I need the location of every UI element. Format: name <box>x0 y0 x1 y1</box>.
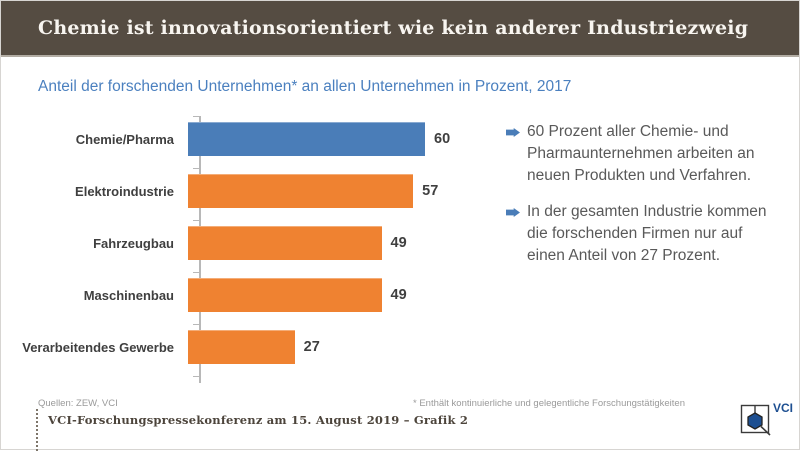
bar <box>188 122 425 156</box>
key-finding-text: In der gesamten Industrie kommen die for… <box>527 203 767 264</box>
vci-logo: VCI <box>739 401 797 441</box>
footer-caption: VCI-Forschungspressekonferenz am 15. Aug… <box>48 413 469 427</box>
chart-title: Anteil der forschenden Unternehmen* an a… <box>38 78 572 95</box>
vci-benzene-icon <box>740 404 771 436</box>
bar-row: Verarbeitendes Gewerbe 27 <box>1 321 506 373</box>
axis-tick <box>193 324 199 325</box>
bar-value-label: 49 <box>390 235 407 251</box>
axis-tick <box>193 272 199 273</box>
arrow-bullet-icon <box>506 208 520 217</box>
bar-row: Chemie/Pharma 60 <box>1 113 506 165</box>
axis-tick <box>193 220 199 221</box>
axis-tick <box>193 116 199 117</box>
asterisk-footnote: * Enthält kontinuierliche und gelegentli… <box>413 398 685 409</box>
category-label: Maschinenbau <box>83 287 174 303</box>
bar-track: 49 <box>187 226 506 260</box>
key-finding-item: 60 Prozent aller Chemie- und Pharmaunter… <box>506 121 784 187</box>
footer-divider <box>36 409 38 451</box>
bar-value-label: 60 <box>434 131 451 147</box>
bar-chart: Chemie/Pharma 60 Elektroindustrie 57 Fahrzeu… <box>1 113 506 383</box>
bar-track: 27 <box>187 330 506 364</box>
category-label: Elektroindustrie <box>75 183 174 199</box>
vci-logo-text: VCI <box>773 401 794 415</box>
key-findings-list: 60 Prozent aller Chemie- und Pharmaunter… <box>506 121 784 281</box>
bar-row: Elektroindustrie 57 <box>1 165 506 217</box>
sources-note: Quellen: ZEW, VCI <box>38 398 118 409</box>
arrow-bullet-icon <box>506 128 520 137</box>
axis-tick <box>193 168 199 169</box>
bar-row: Fahrzeugbau 49 <box>1 217 506 269</box>
bar <box>188 174 414 208</box>
key-finding-text: 60 Prozent aller Chemie- und Pharmaunter… <box>527 123 755 184</box>
bar-track: 60 <box>187 122 506 156</box>
axis-tick <box>193 376 199 377</box>
category-label: Chemie/Pharma <box>75 131 174 147</box>
bar <box>188 278 382 312</box>
bar-track: 49 <box>187 278 506 312</box>
bar-value-label: 27 <box>303 339 320 355</box>
bar-value-label: 49 <box>390 287 407 303</box>
key-finding-item: In der gesamten Industrie kommen die for… <box>506 201 784 267</box>
category-label: Fahrzeugbau <box>93 235 174 251</box>
bar-value-label: 57 <box>422 183 439 199</box>
slide-header: Chemie ist innovationsorientiert wie kei… <box>1 1 799 57</box>
category-label: Verarbeitendes Gewerbe <box>22 339 174 355</box>
bar <box>188 226 382 260</box>
bar-row: Maschinenbau 49 <box>1 269 506 321</box>
bar <box>188 330 295 364</box>
slide-title: Chemie ist innovationsorientiert wie kei… <box>38 17 749 39</box>
bar-track: 57 <box>187 174 506 208</box>
